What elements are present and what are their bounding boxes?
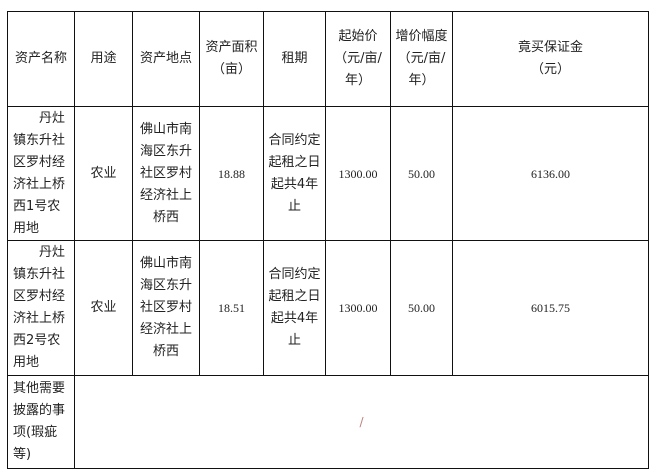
asset-area: 18.51 (199, 240, 264, 376)
asset-area: 18.88 (199, 106, 264, 241)
asset-use: 农业 (74, 240, 133, 376)
start-price: 1300.00 (325, 106, 391, 241)
other-label: 其他需要披露的事项(瑕疵等) (7, 375, 75, 469)
start-price: 1300.00 (325, 240, 391, 376)
deposit: 6136.00 (452, 106, 649, 241)
header-increment: 增价幅度（元/亩/年） (390, 11, 453, 107)
increment: 50.00 (390, 106, 453, 241)
deposit: 6015.75 (452, 240, 649, 376)
table-row: 丹灶镇东升社区罗村经济社上桥西1号农用地 农业 佛山市南海区东升社区罗村经济社上… (7, 106, 649, 241)
header-area: 资产面积（亩） (199, 11, 264, 107)
asset-name: 丹灶镇东升社区罗村经济社上桥西1号农用地 (7, 106, 75, 241)
other-value: / (74, 375, 649, 469)
header-start-price: 起始价（元/亩/年） (325, 11, 391, 107)
asset-name: 丹灶镇东升社区罗村经济社上桥西2号农用地 (7, 240, 75, 376)
asset-location: 佛山市南海区东升社区罗村经济社上桥西 (132, 240, 200, 376)
other-row: 其他需要披露的事项(瑕疵等) / (7, 375, 649, 469)
lease-term: 合同约定起租之日起共4年止 (263, 106, 326, 241)
asset-use: 农业 (74, 106, 133, 241)
header-use: 用途 (74, 11, 133, 107)
header-name: 资产名称 (7, 11, 75, 107)
increment: 50.00 (390, 240, 453, 376)
asset-table: 资产名称 用途 资产地点 资产面积（亩） 租期 起始价（元/亩/年） 增价幅度（… (7, 11, 649, 469)
header-deposit: 竟买保证金（元） (452, 11, 649, 107)
header-row: 资产名称 用途 资产地点 资产面积（亩） 租期 起始价（元/亩/年） 增价幅度（… (7, 11, 649, 107)
lease-term: 合同约定起租之日起共4年止 (263, 240, 326, 376)
header-location: 资产地点 (132, 11, 200, 107)
table-row: 丹灶镇东升社区罗村经济社上桥西2号农用地 农业 佛山市南海区东升社区罗村经济社上… (7, 240, 649, 376)
header-term: 租期 (263, 11, 326, 107)
asset-location: 佛山市南海区东升社区罗村经济社上桥西 (132, 106, 200, 241)
